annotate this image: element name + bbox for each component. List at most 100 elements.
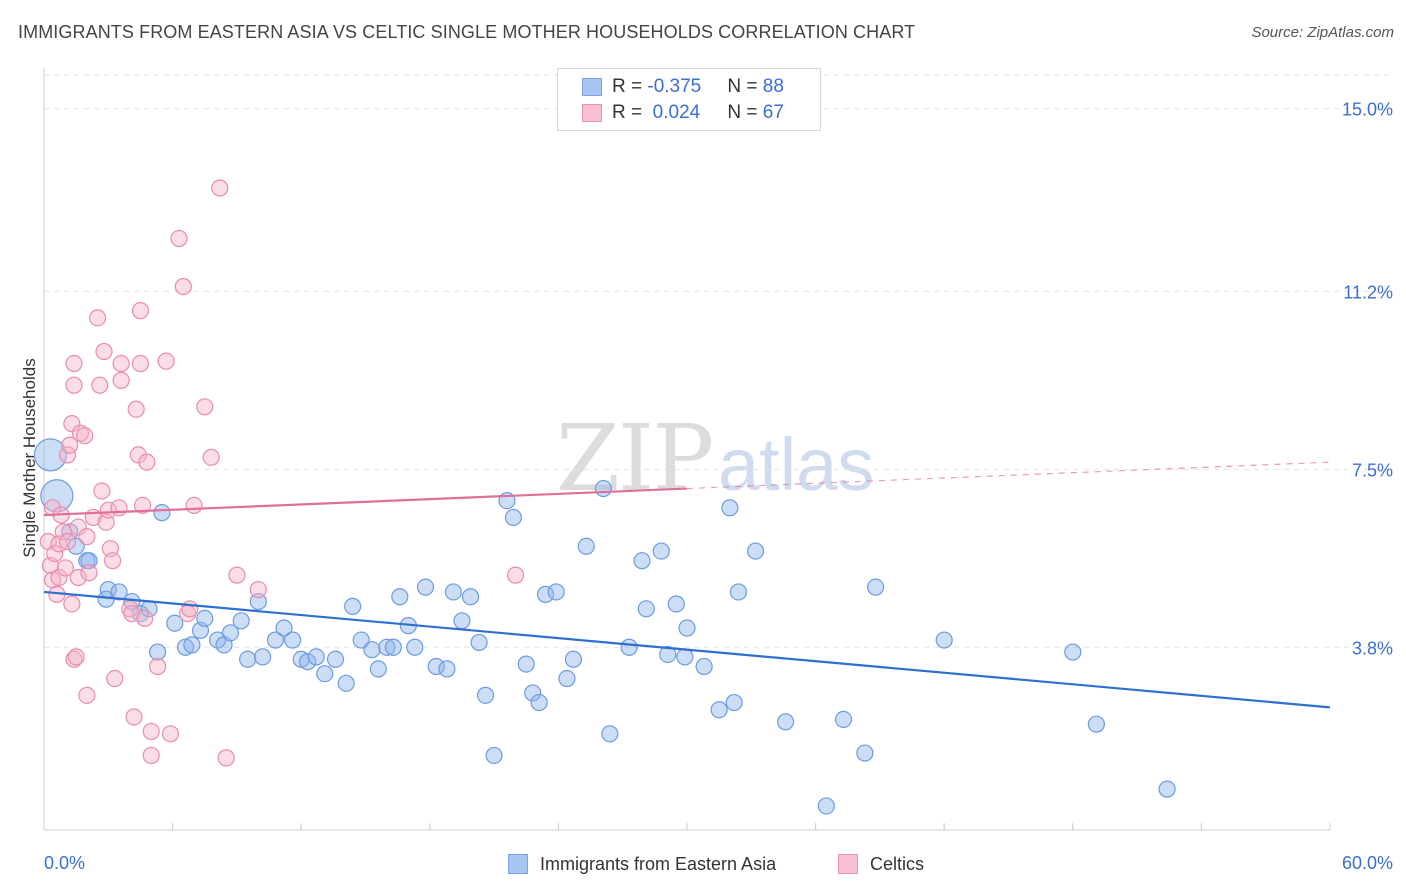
- point-celtics: [63, 415, 81, 433]
- point-eastern-asia: [254, 648, 272, 666]
- point-eastern-asia: [935, 631, 953, 649]
- point-eastern-asia: [110, 583, 128, 601]
- y-axis-label: Single Mother Households: [20, 358, 39, 557]
- legend-row-celtics: R = 0.024 N = 67: [582, 101, 784, 125]
- point-celtics: [65, 354, 83, 373]
- point-eastern-asia: [67, 537, 85, 555]
- bottom-legend-label: Celtics: [870, 853, 925, 874]
- point-eastern-asia: [547, 583, 565, 601]
- point-eastern-asia: [337, 674, 355, 692]
- point-eastern-asia: [416, 578, 435, 596]
- bottom-legend-swatch-celtics: [838, 854, 858, 874]
- point-celtics: [103, 552, 122, 570]
- point-eastern-asia: [817, 797, 835, 815]
- point-eastern-asia: [504, 508, 522, 527]
- point-celtics: [91, 376, 109, 394]
- point-eastern-asia: [1064, 643, 1082, 661]
- point-celtics: [125, 708, 143, 726]
- bottom-legend-celtics: Celtics: [838, 852, 924, 876]
- point-eastern-asia: [678, 619, 696, 637]
- point-eastern-asia: [153, 504, 171, 522]
- point-eastern-asia: [659, 645, 677, 664]
- point-celtics: [76, 427, 94, 445]
- point-celtics: [50, 568, 68, 587]
- point-eastern-asia: [384, 638, 402, 656]
- point-eastern-asia: [427, 657, 445, 676]
- point-eastern-asia: [633, 552, 651, 570]
- point-eastern-asia: [676, 648, 694, 666]
- point-celtics: [69, 568, 87, 587]
- bottom-legend-eastern-asia: Immigrants from Eastern Asia: [508, 852, 776, 876]
- legend-r-value: 0.024: [647, 102, 701, 123]
- point-eastern-asia: [776, 713, 795, 731]
- legend-n-label: N =: [727, 102, 763, 123]
- point-eastern-asia: [166, 614, 184, 632]
- point-eastern-asia: [444, 583, 462, 601]
- point-eastern-asia: [249, 592, 267, 611]
- legend-n-label: N =: [727, 76, 763, 97]
- legend-swatch-celtics: [582, 104, 602, 122]
- point-celtics: [65, 650, 83, 668]
- legend-swatch-eastern-asia: [582, 78, 602, 96]
- point-eastern-asia: [620, 638, 638, 656]
- point-celtics: [148, 657, 167, 676]
- point-celtics: [99, 501, 117, 519]
- legend-r-value: -0.375: [647, 76, 702, 97]
- point-eastern-asia: [695, 657, 713, 676]
- point-eastern-asia: [406, 638, 424, 656]
- point-celtics: [63, 595, 81, 613]
- point-celtics: [123, 604, 141, 623]
- point-celtics: [174, 277, 192, 296]
- point-eastern-asia: [637, 600, 655, 618]
- point-eastern-asia: [284, 631, 302, 649]
- point-celtics: [157, 352, 175, 370]
- point-eastern-asia: [239, 650, 257, 668]
- point-celtics: [112, 354, 130, 373]
- point-eastern-asia: [594, 479, 613, 498]
- point-celtics: [78, 528, 96, 546]
- point-eastern-asia: [344, 597, 362, 615]
- point-eastern-asia: [601, 725, 619, 743]
- point-eastern-asia: [316, 665, 334, 683]
- point-celtics: [43, 499, 62, 517]
- point-eastern-asia: [299, 653, 317, 671]
- point-eastern-asia: [856, 744, 874, 762]
- watermark-atlas: atlas: [718, 423, 874, 506]
- point-celtics: [133, 496, 152, 514]
- point-celtics: [110, 499, 128, 517]
- bottom-legend-swatch-eastern-asia: [508, 854, 528, 874]
- point-eastern-asia: [476, 686, 495, 704]
- point-celtics: [131, 302, 150, 320]
- point-eastern-asia: [564, 650, 583, 668]
- y-tick-label: 3.8%: [1352, 638, 1393, 658]
- y-tick-label: 15.0%: [1342, 100, 1393, 120]
- point-celtics: [129, 446, 147, 464]
- point-celtics: [136, 609, 154, 628]
- point-eastern-asia: [33, 438, 68, 472]
- point-celtics: [106, 669, 124, 688]
- point-celtics: [181, 600, 199, 618]
- point-celtics: [202, 448, 220, 466]
- point-eastern-asia: [80, 552, 98, 570]
- point-celtics: [88, 309, 107, 327]
- point-celtics: [127, 400, 145, 418]
- point-eastern-asia: [746, 542, 765, 560]
- point-celtics: [196, 398, 214, 416]
- y-tick-label: 11.2%: [1343, 282, 1393, 302]
- point-celtics: [56, 559, 75, 577]
- point-eastern-asia: [867, 578, 885, 596]
- point-eastern-asia: [652, 542, 670, 560]
- trend-line-celtics: [43, 487, 688, 517]
- point-celtics: [138, 453, 156, 471]
- point-celtics: [93, 482, 111, 500]
- point-celtics: [217, 749, 235, 767]
- chart-source: Source: ZipAtlas.com: [1251, 24, 1394, 41]
- point-eastern-asia: [1158, 780, 1176, 798]
- trend-line-eastern-asia: [43, 590, 1331, 709]
- point-celtics: [78, 686, 96, 704]
- point-eastern-asia: [577, 537, 595, 555]
- point-celtics: [185, 496, 203, 514]
- point-eastern-asia: [721, 499, 739, 517]
- point-eastern-asia: [1087, 715, 1105, 733]
- bottom-legend-label: Immigrants from Eastern Asia: [540, 853, 777, 874]
